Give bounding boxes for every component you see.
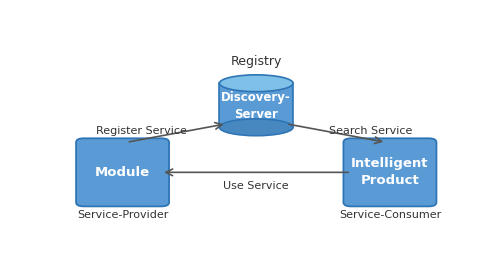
- FancyBboxPatch shape: [344, 138, 436, 206]
- Text: Register Service: Register Service: [96, 126, 187, 136]
- Text: Intelligent
Product: Intelligent Product: [351, 157, 428, 187]
- Polygon shape: [220, 83, 293, 127]
- Ellipse shape: [220, 119, 293, 136]
- Ellipse shape: [220, 75, 293, 92]
- Text: Discovery-
Server: Discovery- Server: [222, 91, 291, 121]
- Text: Use Service: Use Service: [224, 181, 289, 191]
- Text: Module: Module: [95, 166, 150, 179]
- Text: Search Service: Search Service: [330, 126, 412, 136]
- Text: Service-Provider: Service-Provider: [77, 210, 168, 220]
- Text: Service-Consumer: Service-Consumer: [339, 210, 441, 220]
- Text: Registry: Registry: [230, 55, 282, 68]
- FancyBboxPatch shape: [76, 138, 169, 206]
